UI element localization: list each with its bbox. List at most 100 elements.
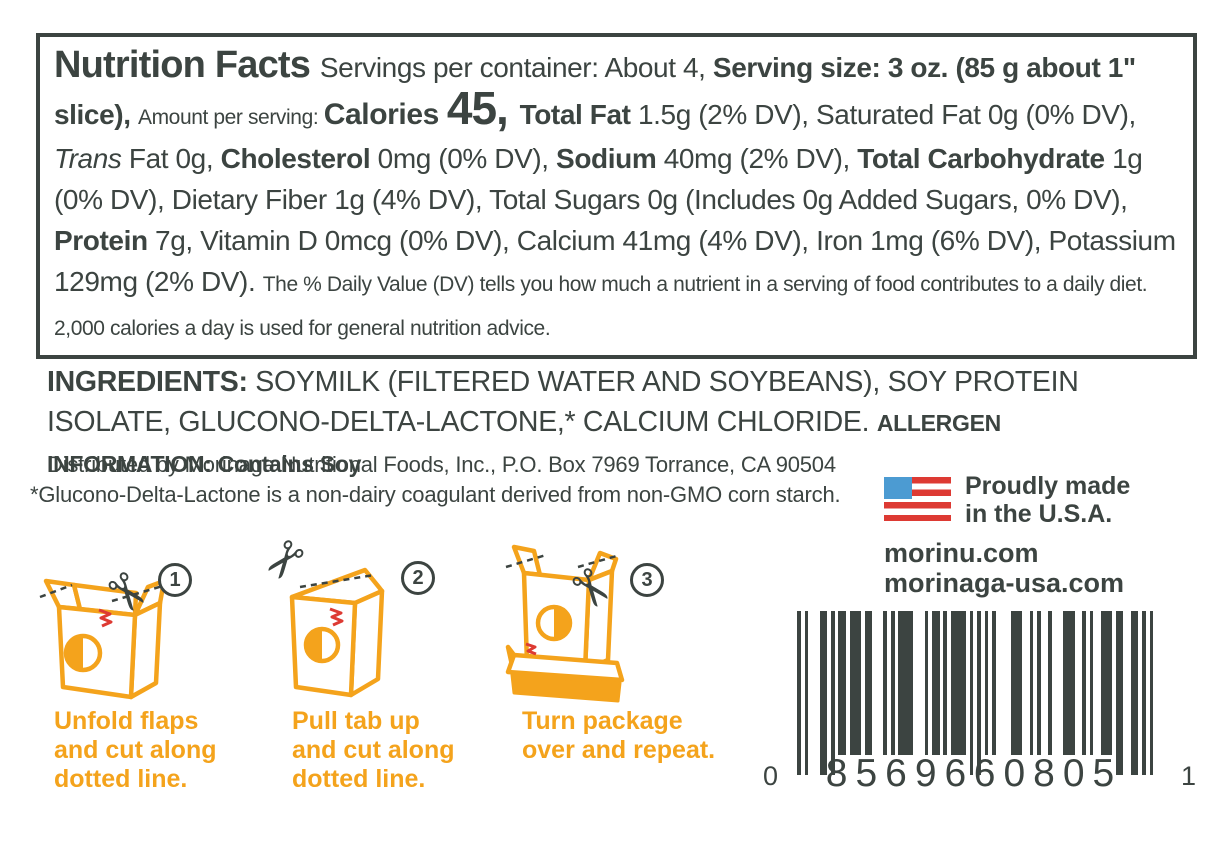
cut-instruction-step-1: ✂ 1 Unfold flaps and cut along dotted li…	[38, 535, 273, 835]
barcode-bar	[1014, 611, 1019, 755]
barcode-bar	[958, 611, 962, 755]
morinu-circle-half	[66, 636, 83, 670]
dotted-cut-line	[111, 583, 167, 603]
made-in-usa-text: Proudly made in the U.S.A.	[965, 472, 1131, 528]
barcode-bar	[943, 611, 947, 755]
barcode-bar	[905, 611, 910, 755]
scissors-icon: ✂	[262, 535, 321, 595]
trans-fat-value: Fat 0g,	[121, 143, 221, 174]
barcode-bar	[823, 611, 827, 775]
barcode-bar	[838, 611, 842, 755]
barcode-bar	[1067, 611, 1071, 755]
step-caption: Turn package over and repeat.	[522, 707, 716, 764]
carton-base-tray	[510, 673, 622, 703]
flag-canton	[884, 477, 912, 499]
barcode-bar	[1130, 611, 1135, 775]
barcode-bar	[1037, 611, 1041, 755]
barcode-bar	[1100, 611, 1105, 755]
barcode-bar	[1149, 611, 1154, 775]
gdl-footnote-line: *Glucono-Delta-Lactone is a non-dairy co…	[30, 482, 841, 507]
carton-step1-icon: ✂	[39, 559, 167, 700]
dotted-cut-line	[577, 553, 621, 569]
barcode-bar	[868, 611, 872, 755]
barcode-bar	[864, 611, 869, 755]
morinu-circle-half	[554, 607, 570, 639]
cholesterol-label: Cholesterol	[220, 143, 378, 174]
barcode-bar	[883, 611, 887, 755]
barcode-bar	[1134, 611, 1139, 775]
allergen-info: ALLERGEN INFORMATION: Contains Soy	[47, 410, 1001, 477]
cut-instruction-step-2: ✂ 2 Pull tab up and cut along dotted lin…	[262, 535, 497, 835]
barcode-bar	[1029, 611, 1034, 755]
ingredients-label: INGREDIENTS:	[47, 366, 256, 398]
barcode-bar	[977, 611, 981, 775]
step-number-badge: 1	[158, 563, 192, 597]
distributor-line: Distributed by Morinaga Nutritional Food…	[47, 452, 836, 477]
carbohydrate-label: Total Carbohydrate	[857, 143, 1113, 174]
barcode-bar	[984, 611, 989, 755]
carton-step3-icon: ✂	[505, 544, 626, 703]
barcode-bar	[1048, 611, 1052, 755]
step-caption: Unfold flaps and cut along dotted line.	[54, 707, 217, 793]
barcode-bar	[1082, 611, 1086, 755]
calories-value: 45,	[446, 82, 520, 134]
dotted-cut-line	[505, 553, 547, 569]
dotted-cut-line	[39, 583, 73, 599]
barcode-bar	[1119, 611, 1124, 775]
barcode-bar	[1063, 611, 1067, 755]
trans-fat-label: Trans	[54, 143, 122, 174]
barcode-bar	[830, 611, 835, 775]
barcode-bar	[849, 611, 854, 755]
barcode-bar	[932, 611, 936, 755]
daily-value-footnote: The % Daily Value (DV) tells you how muc…	[54, 273, 1148, 340]
calories-label: Calories	[323, 98, 447, 131]
barcode-left-digit: 0	[763, 761, 779, 791]
carton-left-flap	[511, 544, 543, 578]
servings-per-container: Servings per container: About 4,	[319, 52, 713, 83]
barcode-bar	[853, 611, 857, 755]
barcode-right-digit: 1	[1180, 761, 1196, 791]
barcode-group2-digits: 60805	[973, 752, 1123, 795]
barcode-bar	[890, 611, 895, 755]
barcode-bar	[1108, 611, 1112, 755]
nutrition-facts-title: Nutrition Facts	[54, 44, 320, 86]
website-url-morinu: morinu.com	[884, 538, 1039, 568]
barcode-bar	[962, 611, 966, 755]
barcode-bar	[898, 611, 902, 755]
carbohydrate-value: 1g (0% DV), Dietary Fiber 1g (4% DV), To…	[54, 143, 1143, 215]
morinu-circle-half	[306, 629, 322, 661]
morinaga-logo-mark	[525, 642, 537, 656]
dotted-cut-line	[299, 573, 375, 589]
sodium-value: 40mg (2% DV),	[663, 143, 858, 174]
micronutrients-values: 7g, Vitamin D 0mcg (0% DV), Calcium 41mg…	[54, 225, 1176, 297]
cut-instruction-step-3: ✂ 3 Turn package over and repeat.	[492, 535, 727, 835]
protein-label: Protein	[54, 225, 156, 256]
website-url-morinaga: morinaga-usa.com	[884, 568, 1125, 598]
step-caption: Pull tab up and cut along dotted line.	[292, 707, 455, 793]
barcode-bar	[935, 611, 940, 755]
barcode-bar	[924, 611, 929, 755]
barcode-group1-digits: 85696	[825, 752, 975, 795]
morinaga-logo-mark	[329, 607, 344, 627]
amount-per-serving-label: Amount per serving:	[137, 106, 324, 129]
cholesterol-value: 0mg (0% DV),	[377, 143, 557, 174]
sodium-label: Sodium	[556, 143, 664, 174]
total-fat-label: Total Fat	[519, 99, 638, 130]
barcode-bar	[902, 611, 906, 755]
upc-barcode: 0 85696 60805 1	[763, 611, 1196, 795]
barcode-bars	[797, 611, 1154, 775]
barcode-bar	[954, 611, 959, 755]
morinaga-logo-mark	[98, 608, 113, 628]
barcode-bar	[1010, 611, 1015, 755]
barcode-bar	[1070, 611, 1075, 755]
us-flag-icon	[884, 477, 951, 521]
distribution-info: Distributed by Morinaga Nutritional Food…	[30, 450, 870, 510]
barcode-bar	[1018, 611, 1022, 755]
ingredients-list: SOYMILK (FILTERED WATER AND SOYBEANS), S…	[47, 366, 1079, 438]
barcode-bar	[857, 611, 861, 755]
barcode-bar	[969, 611, 974, 775]
barcode-bar	[797, 611, 801, 775]
barcode-bar	[804, 611, 809, 775]
carton-bottom-flange	[505, 652, 625, 683]
nutrition-facts-panel: Nutrition Facts Servings per container: …	[36, 33, 1197, 359]
